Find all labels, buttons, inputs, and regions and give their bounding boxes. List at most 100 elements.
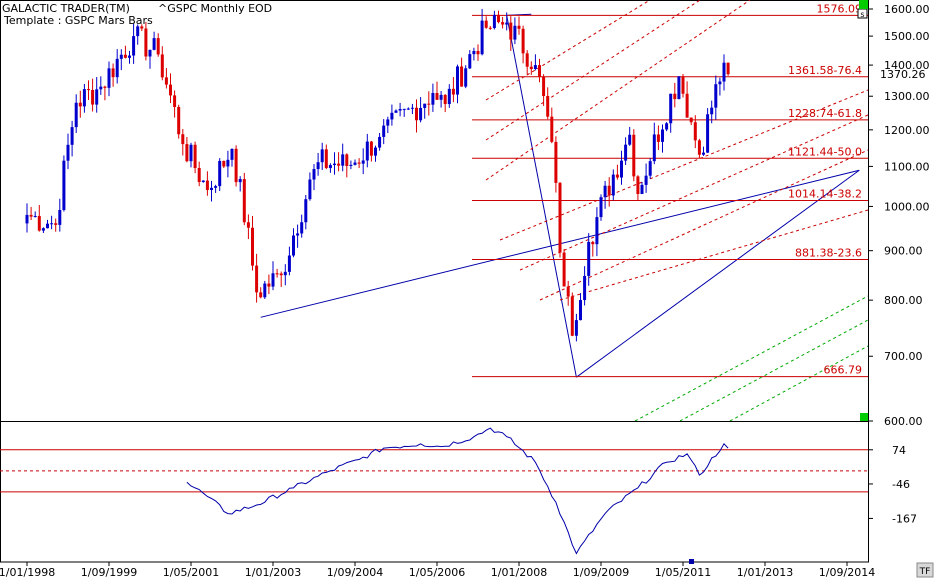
x-tick-label: 1/09/2014: [819, 566, 875, 579]
dashed-green-line: [634, 295, 868, 421]
candle-body: [251, 227, 254, 266]
x-tick-label: 1/09/2004: [327, 566, 383, 579]
x-tick-label: 1/05/2006: [409, 566, 465, 579]
osc-tick-label: 74: [892, 444, 906, 457]
candle-body: [144, 28, 148, 57]
candle-body: [492, 14, 496, 29]
candle-body: [226, 159, 230, 167]
candle-body: [111, 68, 115, 78]
candle-body: [718, 81, 722, 85]
candle-body: [509, 22, 513, 40]
candle-body: [78, 102, 82, 107]
y-tick-label: 1400.00: [884, 59, 930, 72]
candle-body: [443, 94, 447, 105]
candle-body: [706, 114, 710, 153]
candle-body: [464, 68, 468, 87]
last-price-label: 1370.26: [880, 68, 926, 81]
x-tick-label: 1/09/2009: [573, 566, 629, 579]
candle-body: [579, 300, 582, 321]
candle-body: [152, 38, 156, 50]
candle-body: [661, 129, 664, 142]
dashed-red-line: [539, 149, 868, 301]
candle-body: [300, 222, 304, 234]
candle-body: [439, 94, 443, 100]
trend-group: [260, 0, 868, 421]
candle-body: [365, 141, 369, 161]
candle-body: [62, 160, 66, 211]
green-square-icon: [859, 0, 868, 9]
candle-body: [197, 167, 201, 183]
candle-body: [533, 65, 537, 70]
tf-label: TF: [919, 567, 931, 577]
candle-body: [357, 162, 361, 164]
candle-body: [697, 140, 701, 155]
candle-body: [205, 180, 209, 190]
candle-body: [123, 54, 127, 58]
candle-body: [558, 182, 562, 253]
candle-body: [242, 179, 246, 223]
candle-body: [693, 122, 697, 141]
candle-body: [230, 148, 234, 160]
candle-body: [497, 14, 500, 23]
candle-body: [636, 176, 640, 195]
candle-body: [488, 27, 492, 29]
candle-body: [529, 66, 533, 70]
s-box-icon[interactable]: s: [857, 8, 868, 19]
candle-body: [689, 117, 693, 123]
candle-body: [275, 273, 279, 275]
candle-body: [37, 215, 41, 231]
candle-body: [95, 89, 99, 105]
candle-body: [402, 108, 406, 110]
candle-body: [169, 84, 172, 96]
candle-body: [214, 186, 218, 188]
candle-body: [369, 141, 373, 156]
svg-text:s: s: [860, 10, 864, 19]
x-tick-label: 1/01/2003: [245, 566, 301, 579]
candle-body: [476, 50, 480, 55]
candle-body: [128, 55, 131, 58]
candle-body: [624, 144, 628, 161]
fib-label: 1228.74-61.8: [788, 107, 862, 120]
candle-body: [99, 86, 103, 90]
candle-body: [164, 77, 168, 85]
candle-body: [328, 165, 332, 169]
x-tick-label: 1/01/2008: [491, 566, 547, 579]
y-tick-label: 600.00: [884, 415, 923, 428]
candle-body: [353, 162, 357, 165]
candle-body: [419, 107, 423, 121]
candle-body: [345, 154, 349, 166]
candle-body: [632, 134, 636, 177]
candle-body: [566, 286, 570, 297]
candle-body: [292, 235, 295, 256]
candle-body: [337, 163, 341, 166]
candle-body: [103, 86, 107, 88]
candle-body: [29, 214, 33, 217]
candle-body: [611, 174, 615, 196]
brand-label: GALACTIC TRADER(TM): [2, 2, 130, 15]
candle-body: [173, 95, 177, 107]
fib-label: 1121.44-50.0: [788, 145, 862, 158]
candle-body: [320, 149, 324, 163]
candle-body: [583, 275, 587, 301]
candle-body: [574, 320, 578, 336]
candle-body: [91, 90, 95, 105]
x-tick-label: 1/05/2001: [163, 566, 219, 579]
fib-label: 881.38-23.6: [795, 246, 862, 259]
candle-body: [513, 25, 517, 40]
candle-body: [542, 76, 546, 96]
candle-body: [415, 107, 418, 121]
y-tick-label: 800.00: [884, 294, 923, 307]
dashed-red-line: [485, 0, 701, 141]
candle-body: [390, 112, 394, 120]
candle-body: [107, 68, 111, 88]
candle-body: [460, 66, 464, 87]
candle-body: [607, 185, 611, 196]
x-tick-label: 1/05/2011: [655, 566, 711, 579]
candle-body: [628, 134, 632, 145]
candle-body: [644, 175, 648, 185]
candle-body: [710, 107, 714, 115]
tf-icon[interactable]: TF: [916, 562, 934, 578]
candle-body: [382, 125, 386, 137]
candle-body: [447, 88, 451, 105]
candle-body: [238, 179, 242, 183]
